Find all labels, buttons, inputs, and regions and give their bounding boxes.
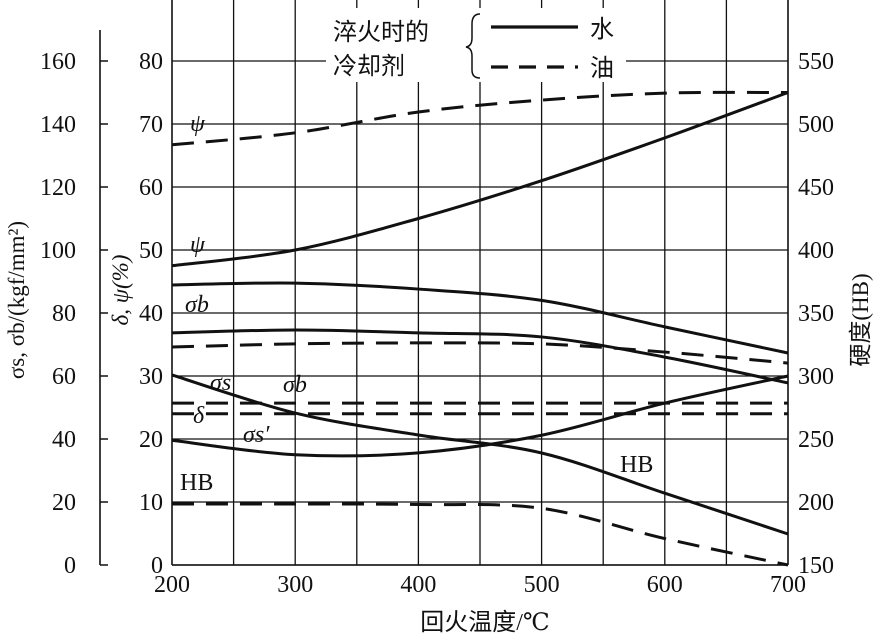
sigma-tick-label: 20 [52,490,76,516]
hb-tick-label: 350 [798,301,834,327]
legend-label-water: 水 [590,16,614,43]
hb-tick-label: 500 [798,112,834,138]
pct-axis-title: δ, ψ(%) [108,255,133,326]
sigma-tick-label: 100 [40,238,76,264]
sigma-tick-label: 140 [40,112,76,138]
pct-tick-label: 40 [139,301,163,327]
hb-tick-label: 550 [798,49,834,75]
x-axis-title: 回火温度/℃ [420,609,550,636]
annotation-psi-water: ψ [190,232,206,258]
annotation-sigma-b-lower: σb [283,372,307,398]
x-tick-label: 500 [524,572,560,598]
series-line-2 [171,281,789,355]
legend-background [326,8,626,82]
legend-title-line1: 淬火时的 [333,19,429,46]
sigma-tick-label: 0 [64,553,76,579]
annotation-hb-right: HB [620,452,653,478]
annotations: ψ ψ σb σs σb δ σs′ HB HB [180,111,653,496]
annotation-delta: δ [193,403,205,429]
series-line-8 [171,373,789,536]
pct-tick-label: 50 [139,238,163,264]
pct-tick-label: 20 [139,427,163,453]
x-tick-label: 300 [277,572,313,598]
axes: 200 300 400 500 600 700 0 20 40 60 80 100 120 140 160 0… [4,0,873,636]
annotation-sigma-s-prime: σs′ [243,422,270,448]
series-line-3 [171,328,789,385]
hb-tick-label: 200 [798,490,834,516]
legend-label-oil: 油 [590,55,614,82]
series-line-1 [171,91,789,268]
sigma-tick-label: 60 [52,364,76,390]
x-tick-label: 600 [647,572,683,598]
sigma-tick-label: 120 [40,175,76,201]
pct-tick-label: 70 [139,112,163,138]
curves [171,90,789,567]
hb-tick-label: 400 [798,238,834,264]
sigma-tick-label: 40 [52,427,76,453]
pct-tick-label: 0 [151,553,163,579]
annotation-sigma-b-upper: σb [185,292,209,318]
x-tick-label: 200 [154,572,190,598]
series-line-0 [171,90,789,147]
pct-tick-label: 60 [139,175,163,201]
annotation-sigma-s: σs [210,370,231,396]
sigma-axis-title: σs, σb/(kgf/mm²) [4,221,29,379]
hb-tick-label: 150 [798,553,834,579]
x-tick-label: 400 [400,572,436,598]
series-line-4 [171,341,789,365]
pct-tick-label: 80 [139,49,163,75]
x-tick-label: 700 [770,572,806,598]
hb-axis-title: 硬度(HB) [848,273,873,366]
pct-tick-label: 30 [139,364,163,390]
sigma-tick-label: 160 [40,49,76,75]
series-line-7 [171,374,789,458]
hb-tick-label: 250 [798,427,834,453]
hb-tick-label: 300 [798,364,834,390]
sigma-tick-label: 80 [52,301,76,327]
series-line-9 [171,502,789,567]
legend: 淬火时的 冷却剂 水 油 [326,8,626,82]
annotation-psi-oil: ψ [190,111,206,137]
legend-brace [465,13,481,79]
annotation-hb-left: HB [180,470,213,496]
pct-tick-label: 10 [139,490,163,516]
legend-title-line2: 冷却剂 [333,53,405,80]
hb-tick-label: 450 [798,175,834,201]
